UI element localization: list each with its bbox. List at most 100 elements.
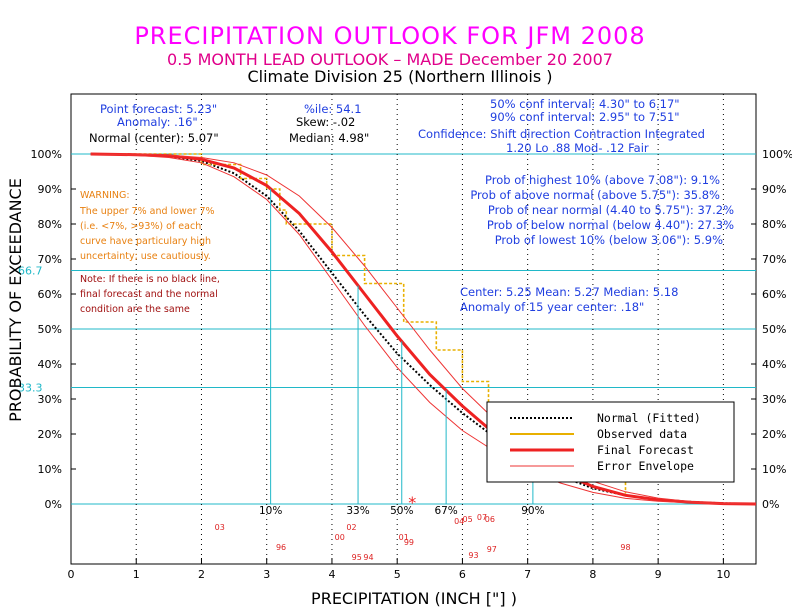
legend-box [486,401,735,483]
y-tick-label-left: 0% [45,498,62,511]
y-tick-label-right: 40% [762,358,786,371]
year-label: 00 [335,533,345,542]
tercile-label: 33.3 [18,381,43,394]
y-tick-label-left: 50% [38,323,62,336]
x-tick-label: 8 [589,568,596,581]
legend: Normal (Fitted) Observed data Final Fore… [486,401,735,483]
year-label: 01 [399,533,409,542]
y-tick-label-right: 20% [762,428,786,441]
percentile: %ile: 54.1 [304,102,362,116]
note-line: final forecast and the normal [80,289,218,300]
error-envelope-line [90,153,757,505]
y-tick-label-right: 90% [762,183,786,196]
y-tick-label-right: 30% [762,393,786,406]
year-label: 95 [352,553,362,562]
prob-below: Prob of below normal (below 4.40"): 27.3… [487,218,734,232]
point-forecast-star: * [408,493,416,512]
percentile-label: 33% [346,505,369,517]
y-tick-label-right: 70% [762,253,786,266]
prob-highest: Prob of highest 10% (above 7.08"): 9.1% [485,173,720,187]
y-tick-label-left: 20% [38,428,62,441]
legend-label: Observed data [597,427,687,441]
y-axis-label: PROBABILITY OF EXCEEDANCE [6,178,25,422]
legend-label: Error Envelope [597,459,694,473]
year-label: 99 [404,538,414,547]
percentile-label: 10% [259,505,282,517]
warning-line: (i.e. <7%, >93%) of each [80,221,201,232]
ci90: 90% conf interval: 2.95" to 7.51" [490,110,680,124]
prob-lowest: Prob of lowest 10% (below 3.06"): 5.9% [495,233,723,247]
chart-division: Climate Division 25 (Northern Illinois ) [247,67,552,86]
y-tick-label-left: 30% [38,393,62,406]
year-label: 02 [346,523,356,532]
x-tick-label: 5 [394,568,401,581]
center-mean-median: Center: 5.25 Mean: 5.27 Median: 5.18 [460,285,678,299]
y-tick-label-left: 10% [38,463,62,476]
median: Median: 4.98" [289,131,369,145]
chart-subtitle: 0.5 MONTH LEAD OUTLOOK – MADE December 2… [167,50,613,69]
x-axis-label: PRECIPITATION (INCH ["] ) [311,589,517,608]
x-tick-label: 3 [263,568,270,581]
year-label: 98 [620,543,630,552]
y-tick-label-left: 70% [38,253,62,266]
warning-line: The upper 7% and lower 7% [79,206,215,217]
warning-line: uncertainty; use cautiously. [80,251,211,262]
tercile-label: 66.7 [18,265,43,278]
percentile-label: 67% [434,505,457,517]
final-forecast-line [90,152,757,506]
error-envelope-line [90,153,757,505]
year-label: 06 [485,515,495,524]
y-tick-label-right: 50% [762,323,786,336]
point-forecast: Point forecast: 5.23" [100,102,217,116]
y-tick-label-right: 10% [762,463,786,476]
year-label: 04 [454,517,464,526]
year-label: 97 [487,545,497,554]
prob-near: Prob of near normal (4.40 to 5.75"): 37.… [488,203,734,217]
axes: 0% 0% 10% 10% 20% 20% 30% 30% 40% 40% 50% 50% 60% 60%… [31,148,792,581]
year-label: 03 [215,523,225,532]
x-tick-label: 4 [328,568,335,581]
x-tick-label: 6 [459,568,466,581]
year-label: 94 [363,553,373,562]
y-tick-label-right: 0% [762,498,779,511]
y-tick-label-right: 100% [762,148,792,161]
y-tick-label-left: 80% [38,218,62,231]
y-tick-label-left: 100% [31,148,62,161]
warning-line: curve have particulary high [80,236,211,247]
anomaly-15yr: Anomaly of 15 year center: .18" [460,300,644,314]
x-tick-label: 9 [655,568,662,581]
anomaly: Anomaly: .16" [117,115,198,129]
note-line: condition are the same [80,304,190,315]
confidence-header: Confidence: Shift direction Contraction … [418,127,705,141]
warning-line: WARNING: [80,190,130,201]
percentile-label: 50% [390,505,413,517]
y-tick-label-right: 80% [762,218,786,231]
year-label: 07 [477,513,487,522]
normal-center: Normal (center): 5.07" [89,131,219,145]
x-tick-label: 7 [524,568,531,581]
x-tick-label: 0 [68,568,75,581]
y-tick-label-left: 40% [38,358,62,371]
chart-title: PRECIPITATION OUTLOOK FOR JFM 2008 [134,22,645,50]
confidence-values: 1.20 Lo .88 Mod- .12 Fair [506,141,649,155]
grid: 66.7 33.3 [18,94,756,564]
y-tick-label-left: 90% [38,183,62,196]
year-label: 96 [276,543,286,552]
prob-above: Prob of above normal (above 5.75"): 35.8… [470,188,720,202]
x-tick-label: 10 [716,568,730,581]
y-tick-label-right: 60% [762,288,786,301]
markers: 10% 33% 50% 67% 90% * [259,188,545,517]
percentile-label: 90% [521,505,544,517]
y-tick-label-left: 60% [38,288,62,301]
legend-label: Final Forecast [597,443,694,457]
x-tick-label: 1 [133,568,140,581]
year-label: 93 [468,551,478,560]
year-label: 05 [463,515,473,524]
legend-label: Normal (Fitted) [597,411,701,425]
skew: Skew: -.02 [296,115,355,129]
note-line: Note: If there is no black line, [80,274,220,285]
ci50: 50% conf interval: 4.30" to 6.17" [490,97,680,111]
